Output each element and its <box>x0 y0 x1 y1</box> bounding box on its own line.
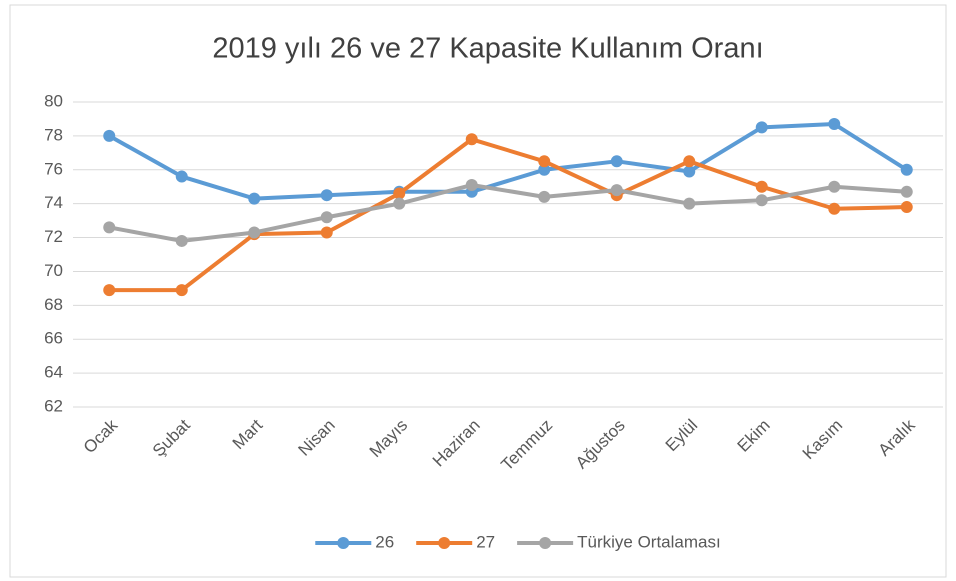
data-point <box>828 180 841 193</box>
data-point <box>755 121 768 134</box>
legend-label: Türkiye Ortalaması <box>577 532 721 551</box>
data-point <box>610 184 623 197</box>
data-point <box>755 180 768 193</box>
data-point <box>465 179 478 192</box>
data-point <box>175 284 188 297</box>
y-tick-label: 78 <box>44 125 63 144</box>
data-point <box>900 163 913 176</box>
data-point <box>538 155 551 168</box>
legend-item: Türkiye Ortalaması <box>517 532 721 551</box>
y-tick-label: 70 <box>44 261 63 280</box>
data-point <box>683 165 696 178</box>
data-point <box>538 163 551 176</box>
legend-marker <box>337 537 350 549</box>
data-point <box>103 284 116 297</box>
y-tick-label: 66 <box>44 329 63 348</box>
legend: 26 27 Türkiye Ortalaması <box>315 532 721 551</box>
y-tick-label: 62 <box>44 396 63 415</box>
legend-marker <box>539 537 552 549</box>
data-point <box>248 192 261 205</box>
data-point <box>248 226 261 239</box>
y-tick-label: 68 <box>44 295 63 314</box>
series-line <box>108 122 908 201</box>
data-point <box>103 221 116 234</box>
data-point <box>683 197 696 210</box>
data-point <box>320 226 333 239</box>
data-point <box>175 170 188 183</box>
series-line <box>108 183 907 243</box>
data-point <box>900 201 913 214</box>
data-point <box>393 187 406 200</box>
data-point <box>828 202 841 215</box>
data-point <box>103 129 116 142</box>
legend-label: 26 <box>375 532 394 551</box>
data-point <box>320 189 333 202</box>
data-point <box>465 133 478 146</box>
data-point <box>755 194 768 207</box>
y-tick-label: 64 <box>44 363 63 382</box>
data-point <box>175 234 188 247</box>
series-line <box>109 137 907 293</box>
legend-label: 27 <box>476 532 495 551</box>
y-tick-label: 80 <box>44 91 63 110</box>
data-point <box>610 155 623 168</box>
legend-marker <box>438 537 451 549</box>
data-point <box>683 155 696 168</box>
legend-item: 27 <box>416 532 495 551</box>
data-point <box>900 185 913 198</box>
y-tick-label: 74 <box>44 193 63 212</box>
y-tick-label: 76 <box>44 159 63 178</box>
chart-title: 2019 yılı 26 ve 27 Kapasite Kullanım Ora… <box>212 33 763 65</box>
data-point <box>828 118 841 131</box>
data-point <box>538 190 551 203</box>
legend-item: 26 <box>315 532 394 551</box>
y-tick-label: 72 <box>44 227 63 246</box>
data-point <box>393 197 406 210</box>
data-point <box>320 211 333 224</box>
